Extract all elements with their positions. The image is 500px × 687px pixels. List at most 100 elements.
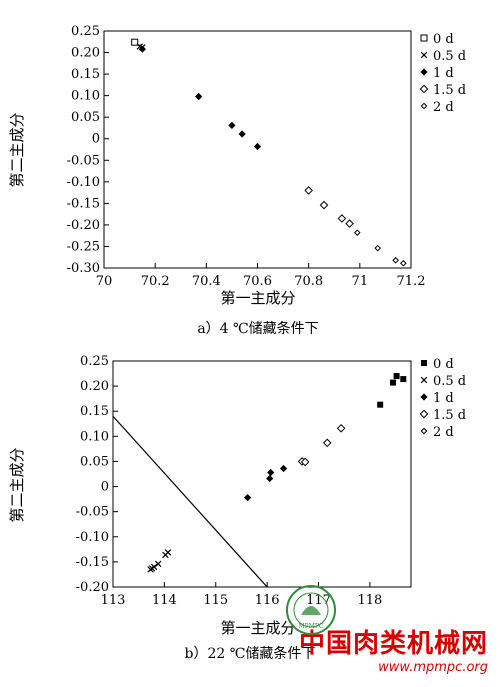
mpmpc-logo-icon: MPMPC: [286, 585, 336, 635]
y-tick-label: 0.05: [80, 454, 109, 469]
data-points-b: [147, 373, 407, 573]
y-tick-label: 0.20: [71, 46, 100, 61]
tick-marks-b: [112, 360, 371, 588]
data-point: [267, 468, 275, 477]
x-tick-labels-a: 70 70.2 70.4 70.6 70.8 71 71.2: [96, 274, 426, 289]
data-point: [279, 464, 288, 473]
data-points-a: [131, 38, 407, 267]
reference-line-b: [112, 415, 268, 588]
caption-b: b）22 ℃储藏条件下: [185, 645, 316, 662]
legend-b: 0 d 0.5 d 1 d 1.5 d 2 d: [419, 357, 466, 440]
chart-a: 70 70.2 70.4 70.6 70.8 71 71.2 0.25 0.20 0.15 0.1…: [8, 24, 466, 337]
y-tick-labels-a: 0.25 0.20 0.15 0.10 0.05 0 -0.05 -0.10 -0.15 -0.2…: [67, 24, 100, 276]
legend-label: 1.5 d: [433, 408, 466, 423]
legend-label: 2 d: [433, 425, 454, 440]
legend-label: 0 d: [433, 357, 454, 372]
data-point: [228, 121, 236, 129]
x-axis-label-b: 第一主成分: [220, 619, 295, 637]
y-tick-label: 0.10: [71, 89, 100, 104]
x-tick-label: 70.8: [294, 274, 323, 289]
y-tick-label: 0.25: [80, 354, 109, 369]
y-tick-label: 0.15: [71, 67, 100, 82]
watermark: MPMPC 中国肉类机械网 www.mpmpc.org: [286, 585, 488, 675]
data-point: [322, 438, 332, 448]
caption-a: a）4 ℃储藏条件下: [197, 320, 318, 337]
y-tick-label: 0: [92, 132, 100, 147]
x-tick-label: 71.2: [397, 274, 426, 289]
y-axis-label-a: 第二主成分: [8, 112, 26, 187]
data-point: [154, 560, 162, 568]
data-point: [304, 186, 313, 195]
y-tick-label: -0.20: [67, 218, 100, 233]
legend-marker: [420, 102, 428, 110]
y-tick-label: -0.30: [67, 261, 100, 276]
x-tick-label: 70.2: [141, 274, 170, 289]
y-tick-label: 0.20: [80, 379, 109, 394]
y-tick-labels-b: 0.25 0.20 0.15 0.10 0.05 0 -0.05 -0.10 -0.15 -0.2…: [76, 354, 109, 595]
legend-marker: [420, 68, 428, 76]
data-point: [377, 401, 384, 408]
tick-marks-a: [103, 30, 412, 269]
data-point: [374, 244, 382, 252]
data-point: [336, 423, 346, 433]
y-tick-label: -0.15: [76, 555, 109, 570]
data-point: [319, 200, 329, 210]
y-tick-label: -0.05: [67, 153, 100, 168]
data-point: [392, 256, 399, 264]
y-tick-label: -0.10: [76, 530, 109, 545]
x-tick-label: 116: [255, 593, 280, 608]
legend-marker: [419, 409, 429, 419]
y-tick-label: 0.05: [71, 110, 100, 125]
data-point: [300, 457, 310, 467]
watermark-title: 中国肉类机械网: [298, 629, 488, 659]
legend-a: 0 d 0.5 d 1 d 1.5 d 2 d: [419, 32, 466, 115]
y-tick-label: -0.25: [67, 239, 100, 254]
legend-marker: [420, 376, 428, 384]
legend-label: 0.5 d: [433, 49, 466, 64]
data-point: [400, 376, 407, 383]
plot-frame-b: [112, 360, 412, 588]
y-tick-label: 0: [101, 480, 109, 495]
data-point: [253, 142, 262, 151]
data-point: [393, 373, 400, 380]
y-tick-label: 0.25: [71, 24, 100, 39]
data-point: [337, 214, 347, 223]
legend-marker: [420, 427, 428, 435]
x-tick-label: 71: [352, 274, 369, 289]
x-tick-labels-b: 113 114 115 116 117 118: [101, 593, 383, 608]
x-tick-label: 113: [101, 593, 126, 608]
legend-label: 2 d: [433, 100, 454, 115]
y-tick-label: 0.10: [80, 429, 109, 444]
watermark-url: www.mpmpc.org: [378, 660, 488, 675]
data-point: [266, 474, 274, 483]
y-tick-label: 0.15: [80, 404, 109, 419]
legend-label: 0.5 d: [433, 374, 466, 389]
data-point: [195, 92, 203, 101]
data-point: [400, 259, 407, 267]
x-tick-label: 70: [96, 274, 113, 289]
x-tick-label: 114: [152, 593, 177, 608]
legend-marker: [420, 51, 428, 59]
x-tick-label: 70.4: [192, 274, 221, 289]
y-tick-label: -0.05: [76, 505, 109, 520]
legend-label: 1.5 d: [433, 83, 466, 98]
x-tick-label: 117: [306, 593, 331, 608]
legend-label: 0 d: [433, 32, 454, 47]
data-point: [131, 38, 139, 46]
legend-marker: [421, 360, 427, 366]
x-tick-label: 118: [357, 593, 382, 608]
data-point: [353, 229, 361, 236]
legend-label: 1 d: [433, 391, 454, 406]
chart-b: 113 114 115 116 117 118 0.250.200.150.100.050…: [8, 354, 466, 662]
x-tick-label: 70.6: [243, 274, 272, 289]
data-point: [345, 219, 354, 228]
y-tick-label: -0.20: [76, 580, 109, 595]
data-point: [244, 494, 252, 502]
data-point: [238, 130, 246, 138]
y-tick-label: -0.15: [67, 196, 100, 211]
y-axis-label-b: 第二主成分: [8, 447, 26, 522]
y-tick-label: -0.10: [67, 175, 100, 190]
data-point: [138, 45, 146, 53]
x-tick-label: 115: [203, 593, 228, 608]
data-point: [164, 549, 172, 556]
